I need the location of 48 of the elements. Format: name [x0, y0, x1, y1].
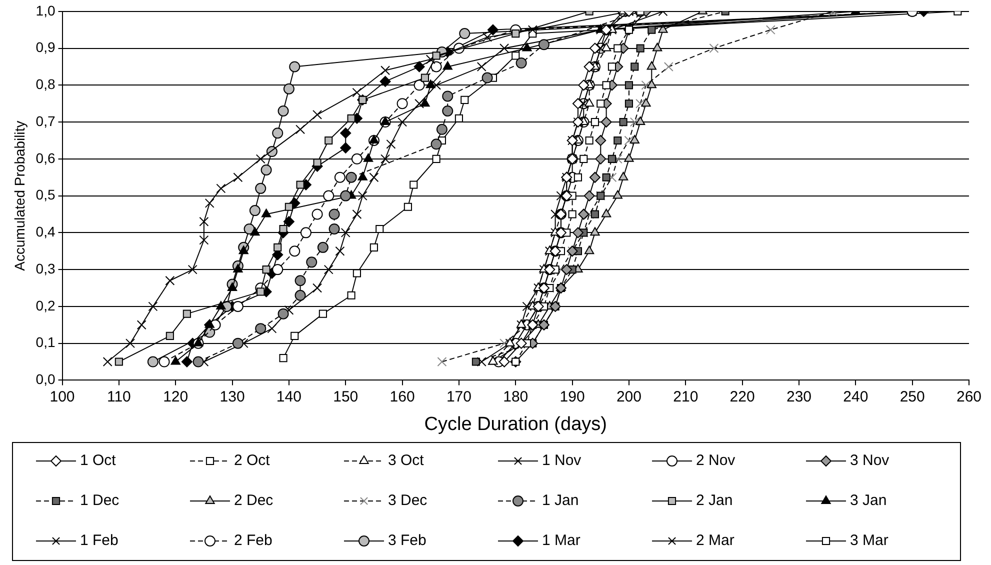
y-tick-label: 0,2 [36, 297, 56, 314]
legend-label: 1 Jan [542, 492, 579, 510]
legend-label: 3 Jan [850, 492, 887, 510]
y-tick-label: 0,3 [36, 260, 56, 276]
x-tick-label: 230 [786, 388, 812, 406]
x-axis-title: Cycle Duration (days) [424, 414, 607, 435]
legend-label: 1 Feb [80, 532, 118, 550]
x-tick-label: 150 [333, 388, 358, 406]
x-tick-label: 220 [730, 388, 755, 406]
legend-label: 2 Nov [696, 452, 736, 470]
legend-label: 1 Nov [542, 452, 582, 470]
x-tick-label: 210 [673, 388, 698, 406]
x-tick-label: 120 [163, 388, 188, 406]
legend-label: 1 Dec [80, 492, 120, 510]
y-tick-label: 0,9 [36, 39, 56, 56]
x-tick-label: 160 [390, 388, 415, 406]
legend-label: 2 Oct [234, 452, 271, 470]
legend-label: 2 Mar [696, 532, 734, 550]
x-tick-label: 190 [560, 388, 585, 406]
y-tick-label: 0,1 [36, 334, 56, 350]
legend-label: 2 Dec [234, 492, 274, 510]
x-tick-label: 260 [956, 388, 982, 406]
y-tick-label: 0,6 [36, 150, 56, 166]
legend-label: 3 Oct [388, 452, 425, 470]
y-tick-label: 1,0 [36, 2, 56, 18]
y-tick-label: 0,0 [36, 371, 56, 388]
x-tick-label: 130 [220, 388, 245, 406]
x-tick-label: 140 [276, 388, 302, 406]
legend-label: 1 Mar [542, 532, 580, 550]
y-tick-label: 0,8 [36, 76, 56, 92]
x-tick-label: 180 [503, 388, 528, 406]
legend-label: 3 Nov [850, 452, 890, 470]
x-tick-label: 100 [50, 388, 75, 406]
legend-label: 3 Feb [388, 532, 426, 550]
x-tick-label: 170 [446, 388, 472, 406]
y-axis-title: Accumulated Probability [11, 120, 28, 271]
y-tick-label: 0,4 [36, 224, 56, 240]
legend-label: 2 Feb [234, 532, 272, 550]
legend-label: 3 Dec [388, 492, 428, 510]
legend-label: 3 Mar [850, 532, 888, 550]
x-tick-label: 200 [616, 388, 642, 406]
legend-label: 2 Jan [696, 492, 733, 510]
x-tick-label: 240 [843, 388, 868, 406]
x-tick-label: 110 [106, 388, 131, 406]
legend-label: 1 Oct [80, 452, 117, 470]
y-tick-label: 0,5 [36, 186, 56, 203]
x-tick-label: 250 [900, 388, 925, 406]
y-tick-label: 0,7 [36, 112, 56, 129]
